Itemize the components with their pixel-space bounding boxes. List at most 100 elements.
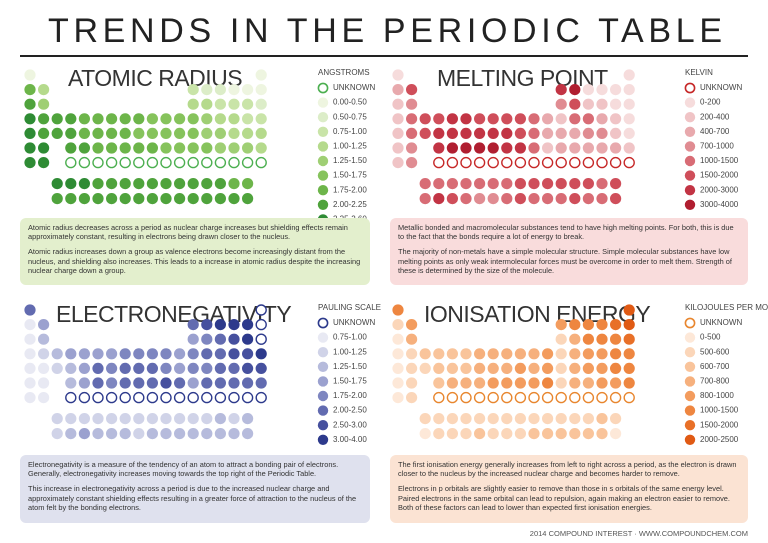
element-dot: [542, 377, 554, 389]
element-dot: [78, 156, 91, 169]
legend-label: UNKNOWN: [700, 83, 742, 92]
element-dot: [433, 362, 445, 374]
element-dot: [146, 377, 158, 389]
element-dot: [596, 333, 608, 345]
element-dot: [255, 348, 267, 360]
element-dot: [51, 362, 63, 374]
element-dot: [187, 142, 199, 154]
element-dot: [174, 127, 186, 139]
element-dot: [460, 391, 472, 404]
element-dot: [51, 348, 63, 360]
element-dot: [610, 428, 622, 440]
element-dot: [487, 193, 499, 205]
element-dot: [78, 362, 90, 374]
element-dot: [242, 113, 254, 125]
legend-swatch: [684, 185, 696, 196]
description: Atomic radius decreases across a period …: [28, 223, 348, 242]
element-dot: [392, 98, 404, 110]
element-dot: [460, 142, 472, 154]
element-dot: [106, 142, 118, 154]
element-dot: [242, 362, 254, 374]
element-dot: [542, 113, 554, 125]
element-dot: [487, 428, 499, 440]
element-dot: [133, 127, 145, 139]
element-dot: [514, 193, 527, 205]
element-dot: [392, 142, 404, 154]
element-dot: [582, 348, 595, 360]
element-dot: [160, 391, 172, 404]
element-dot: [201, 142, 213, 154]
legend-label: 0.50-0.75: [333, 112, 367, 121]
element-dot: [214, 413, 226, 425]
element-dot: [133, 193, 145, 205]
element-dot: [446, 193, 458, 205]
element-dot: [514, 142, 527, 154]
element-dot: [201, 319, 213, 331]
element-dot: [582, 428, 595, 440]
element-dot: [92, 178, 104, 190]
description-box: The first ionisation energy generally in…: [390, 455, 748, 523]
element-dot: [460, 413, 472, 425]
element-dot: [569, 84, 581, 96]
element-dot: [78, 178, 90, 190]
element-dot: [582, 113, 595, 125]
element-dot: [528, 193, 540, 205]
legend-label: 1.00-1.25: [333, 142, 367, 151]
legend-swatch: [684, 97, 696, 108]
element-dot: [596, 391, 608, 404]
element-dot: [174, 193, 186, 205]
element-dot: [214, 98, 226, 110]
element-dot: [201, 178, 213, 190]
legend-label: 3.00-4.00: [333, 435, 367, 444]
element-dot: [474, 127, 486, 139]
element-dot: [38, 84, 50, 96]
element-dot: [106, 348, 118, 360]
element-dot: [474, 193, 486, 205]
element-dot: [446, 156, 459, 169]
element-dot: [487, 113, 499, 125]
element-dot: [65, 127, 77, 139]
element-dot: [38, 113, 50, 125]
element-dot: [528, 413, 540, 425]
element-dot: [392, 333, 404, 345]
element-dot: [610, 178, 622, 190]
element-dot: [146, 178, 158, 190]
element-dot: [65, 413, 77, 425]
description: Electrons in p orbitals are slightly eas…: [398, 484, 730, 512]
element-dot: [119, 127, 131, 139]
element-dot: [555, 127, 567, 139]
description: The majority of non-metals have a simple…: [398, 247, 732, 275]
description: This increase in electronegativity acros…: [28, 484, 357, 512]
element-dot: [433, 348, 445, 360]
element-dot: [214, 113, 226, 125]
element-dot: [542, 348, 554, 360]
element-dot: [528, 391, 540, 404]
element-dot: [501, 428, 513, 440]
element-dot: [65, 113, 77, 125]
element-dot: [596, 362, 608, 374]
element-dot: [119, 156, 131, 169]
element-dot: [542, 428, 554, 440]
legend-label: UNKNOWN: [700, 318, 742, 327]
legend-label: 1.50-1.75: [333, 377, 367, 386]
element-dot: [106, 113, 118, 125]
element-dot: [65, 391, 77, 404]
element-dot: [160, 377, 172, 389]
element-dot: [582, 362, 595, 374]
element-dot: [201, 333, 213, 345]
element-dot: [582, 319, 595, 331]
legend-label: 1500-2000: [700, 420, 739, 429]
legend-label: 1.75-2.00: [333, 391, 367, 400]
element-dot: [174, 413, 186, 425]
element-dot: [92, 377, 104, 389]
element-dot: [474, 142, 486, 154]
element-dot: [542, 193, 554, 205]
element-dot: [201, 348, 213, 360]
element-dot: [255, 69, 267, 81]
element-dot: [228, 413, 240, 425]
element-dot: [24, 333, 36, 345]
element-dot: [24, 157, 36, 169]
element-dot: [24, 319, 36, 331]
element-dot: [146, 348, 158, 360]
